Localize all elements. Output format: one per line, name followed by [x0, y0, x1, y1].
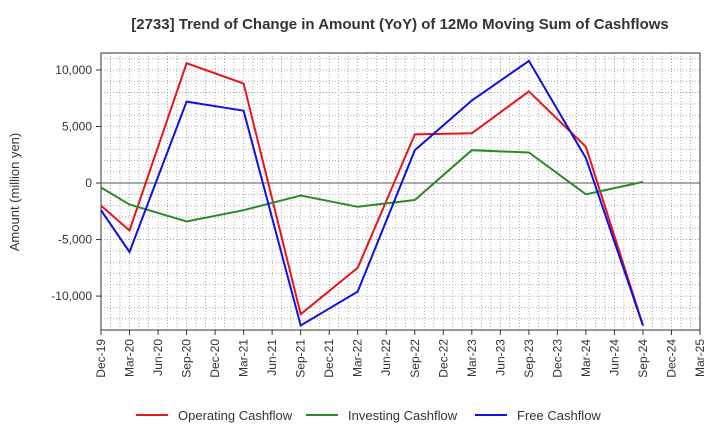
- y-axis-ticks: 10,000 5,000 0 -5,000 -10,000: [51, 63, 101, 303]
- x-tick-label: Sep-24: [636, 339, 650, 378]
- x-tick-label: Jun-20: [151, 339, 165, 376]
- x-tick-label: Dec-22: [436, 339, 450, 378]
- x-tick-label: Sep-21: [294, 339, 308, 378]
- x-tick-label: Mar-20: [123, 339, 137, 377]
- y-tick-label: 5,000: [62, 119, 92, 133]
- x-tick-label: Dec-21: [322, 339, 336, 378]
- series-lines: [100, 59, 644, 328]
- grid: [101, 53, 700, 331]
- x-tick-label: Sep-22: [408, 339, 422, 378]
- plot-border: [100, 52, 701, 331]
- x-tick-label: Jun-21: [265, 339, 279, 376]
- series-line-free-cashflow: [100, 59, 644, 328]
- y-tick-label: -10,000: [51, 289, 92, 303]
- legend-label-investing-cashflow: Investing Cashflow: [348, 408, 458, 423]
- x-tick-label: Mar-22: [351, 339, 365, 377]
- plot-frame: [100, 52, 701, 331]
- y-tick-label: 10,000: [55, 63, 92, 77]
- legend: Operating Cashflow Investing Cashflow Free…: [136, 408, 601, 423]
- x-tick-label: Dec-20: [208, 339, 222, 378]
- y-tick-label: 0: [85, 176, 92, 190]
- x-tick-label: Mar-24: [579, 339, 593, 377]
- x-tick-label: Mar-23: [465, 339, 479, 377]
- series-line-investing-cashflow: [100, 149, 644, 223]
- x-tick-label: Sep-20: [180, 339, 194, 378]
- x-tick-label: Dec-23: [550, 339, 564, 378]
- x-tick-label: Mar-25: [693, 339, 707, 377]
- chart-title: [2733] Trend of Change in Amount (YoY) o…: [131, 16, 669, 33]
- series-line-operating-cashflow: [100, 61, 644, 326]
- y-tick-label: -5,000: [58, 233, 92, 247]
- legend-label-operating-cashflow: Operating Cashflow: [178, 408, 293, 423]
- x-tick-label: Jun-24: [607, 339, 621, 376]
- legend-label-free-cashflow: Free Cashflow: [517, 408, 601, 423]
- x-tick-label: Dec-24: [664, 339, 678, 378]
- x-tick-label: Sep-23: [522, 339, 536, 378]
- x-tick-label: Dec-19: [94, 339, 108, 378]
- x-tick-label: Mar-21: [237, 339, 251, 377]
- x-tick-label: Jun-22: [379, 339, 393, 376]
- y-axis-label: Amount (million yen): [7, 133, 22, 252]
- x-tick-label: Jun-23: [493, 339, 507, 376]
- x-axis-ticks: Dec-19 Mar-20 Jun-20 Sep-20 Dec-20 Mar-21 Jun-…: [94, 330, 707, 378]
